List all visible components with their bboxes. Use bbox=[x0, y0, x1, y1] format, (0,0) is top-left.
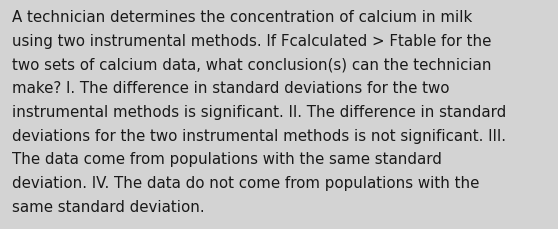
Text: The data come from populations with the same standard: The data come from populations with the … bbox=[12, 152, 442, 167]
Text: make? I. The difference in standard deviations for the two: make? I. The difference in standard devi… bbox=[12, 81, 450, 96]
Text: deviation. IV. The data do not come from populations with the: deviation. IV. The data do not come from… bbox=[12, 175, 480, 190]
Text: A technician determines the concentration of calcium in milk: A technician determines the concentratio… bbox=[12, 10, 473, 25]
Text: same standard deviation.: same standard deviation. bbox=[12, 199, 205, 214]
Text: instrumental methods is significant. II. The difference in standard: instrumental methods is significant. II.… bbox=[12, 105, 507, 120]
Text: two sets of calcium data, what conclusion(s) can the technician: two sets of calcium data, what conclusio… bbox=[12, 57, 492, 72]
Text: using two instrumental methods. If Fcalculated > Ftable for the: using two instrumental methods. If Fcalc… bbox=[12, 34, 492, 49]
Text: deviations for the two instrumental methods is not significant. III.: deviations for the two instrumental meth… bbox=[12, 128, 506, 143]
